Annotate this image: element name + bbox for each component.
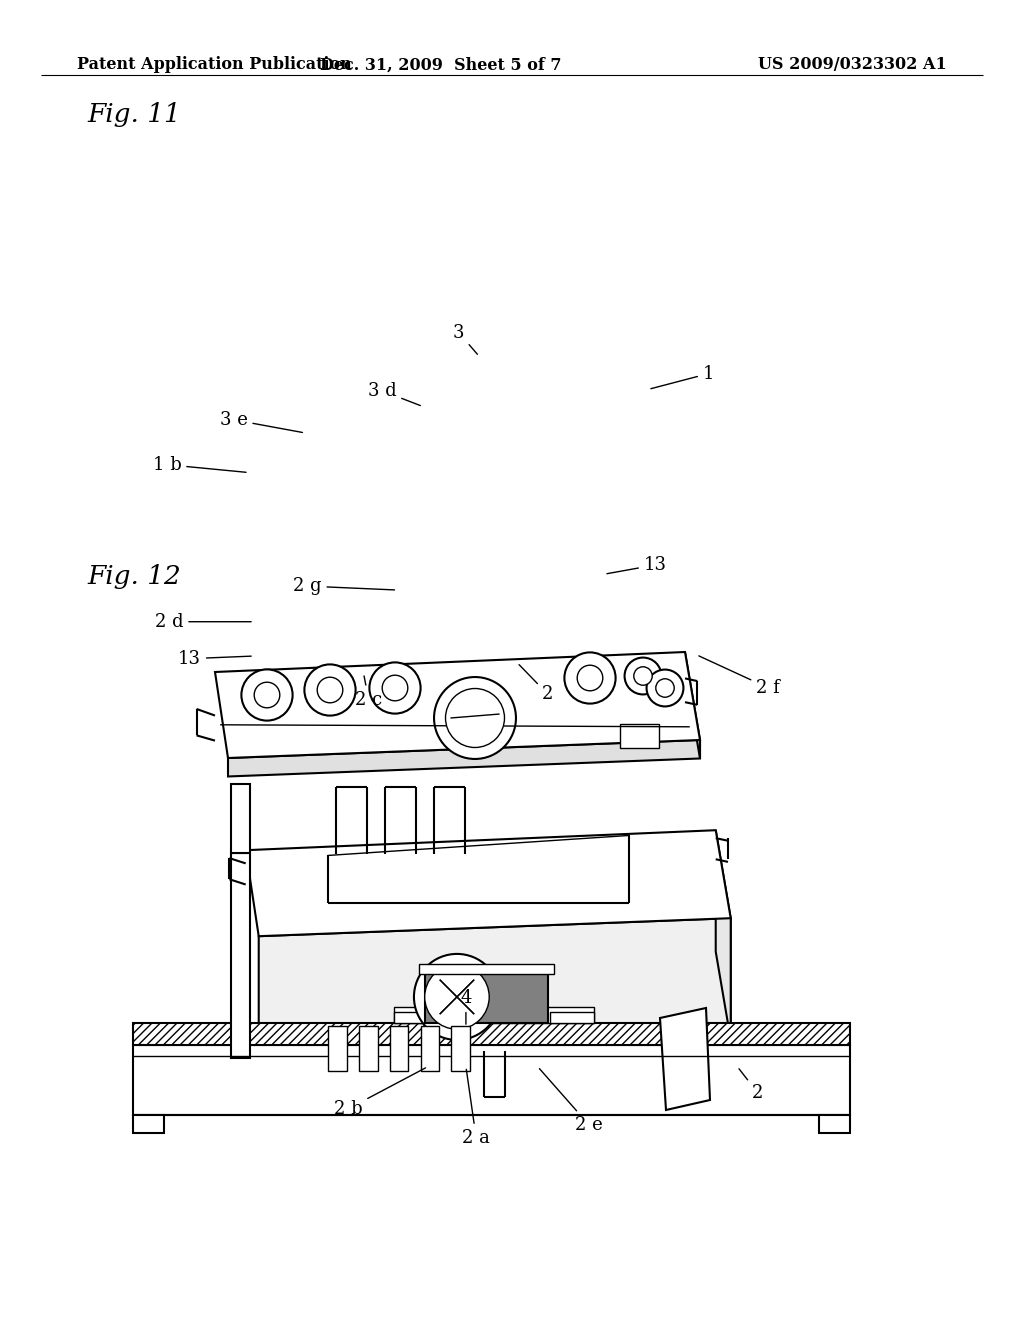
Text: 2: 2 — [519, 665, 554, 704]
Text: 13: 13 — [607, 556, 667, 574]
Text: 3 d: 3 d — [368, 381, 420, 405]
Text: Fig. 11: Fig. 11 — [87, 103, 181, 127]
Circle shape — [634, 667, 652, 685]
Circle shape — [382, 676, 408, 701]
Circle shape — [414, 954, 500, 1040]
Text: 2 g: 2 g — [293, 577, 394, 595]
Bar — [550, 1012, 594, 1023]
Circle shape — [370, 663, 421, 714]
Text: 2 d: 2 d — [155, 612, 251, 631]
Bar — [419, 964, 554, 974]
Text: 3 e: 3 e — [219, 411, 302, 433]
Circle shape — [646, 669, 683, 706]
Bar — [620, 723, 658, 747]
Polygon shape — [231, 784, 250, 853]
Bar — [359, 1026, 378, 1071]
Bar — [819, 1115, 850, 1133]
Text: 1: 1 — [651, 364, 715, 388]
Polygon shape — [246, 830, 731, 936]
Bar — [394, 1012, 423, 1023]
Text: Dec. 31, 2009  Sheet 5 of 7: Dec. 31, 2009 Sheet 5 of 7 — [319, 57, 561, 73]
Text: 4: 4 — [460, 989, 472, 1024]
Circle shape — [304, 664, 355, 715]
Polygon shape — [228, 741, 700, 776]
Bar — [421, 1026, 439, 1071]
Text: 2 c: 2 c — [355, 676, 382, 709]
Bar — [425, 974, 548, 1023]
Text: 2 f: 2 f — [698, 656, 780, 697]
Text: Fig. 12: Fig. 12 — [87, 565, 181, 589]
Text: 2: 2 — [739, 1069, 764, 1102]
Bar — [133, 1045, 850, 1115]
Polygon shape — [685, 652, 700, 759]
Circle shape — [242, 669, 293, 721]
Circle shape — [655, 678, 674, 697]
Polygon shape — [231, 853, 250, 1057]
Bar — [452, 1026, 470, 1071]
Text: Patent Application Publication: Patent Application Publication — [77, 57, 351, 73]
Circle shape — [564, 652, 615, 704]
Bar — [133, 1115, 164, 1133]
Text: 13: 13 — [178, 649, 251, 668]
Text: 2 b: 2 b — [334, 1068, 426, 1118]
Polygon shape — [215, 652, 700, 758]
Text: US 2009/0323302 A1: US 2009/0323302 A1 — [759, 57, 947, 73]
Bar — [394, 1007, 594, 1023]
Circle shape — [434, 677, 516, 759]
Bar — [390, 1026, 409, 1071]
Circle shape — [317, 677, 343, 702]
Polygon shape — [716, 830, 731, 1040]
Bar — [133, 1023, 850, 1045]
Bar — [329, 1026, 347, 1071]
Text: 2 e: 2 e — [540, 1069, 603, 1134]
Circle shape — [578, 665, 603, 690]
Text: 3: 3 — [453, 323, 477, 354]
Text: 1 b: 1 b — [153, 455, 246, 474]
Circle shape — [625, 657, 662, 694]
Circle shape — [425, 965, 489, 1030]
Text: 2 a: 2 a — [462, 1069, 490, 1147]
Circle shape — [445, 689, 505, 747]
Polygon shape — [259, 919, 731, 1057]
Polygon shape — [660, 1008, 710, 1110]
Circle shape — [254, 682, 280, 708]
